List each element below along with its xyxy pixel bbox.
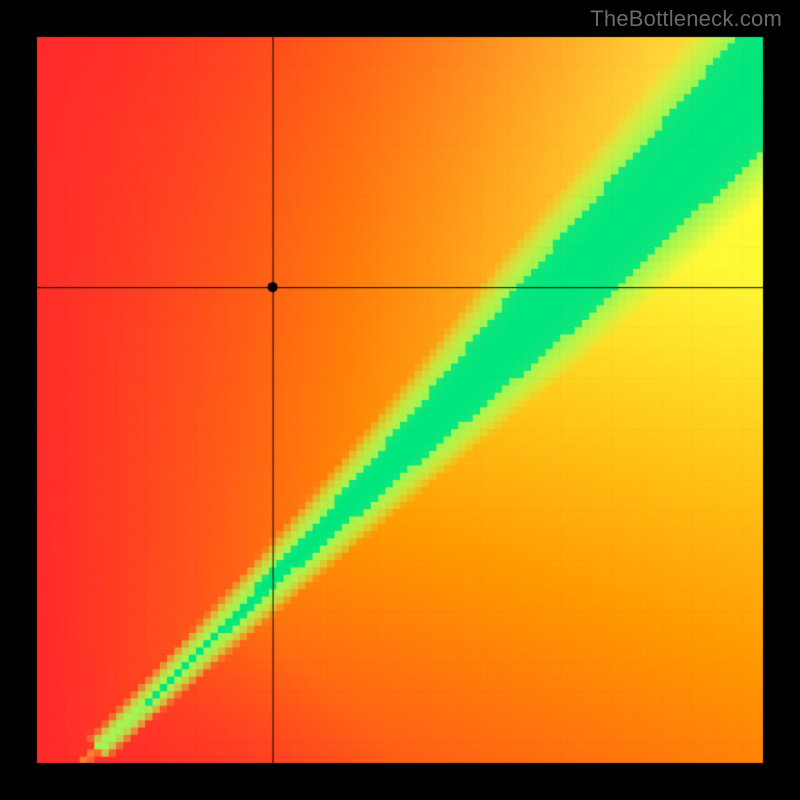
bottleneck-heatmap-chart [36, 36, 764, 764]
watermark-text: TheBottleneck.com [590, 6, 782, 32]
heatmap-canvas [36, 36, 764, 764]
